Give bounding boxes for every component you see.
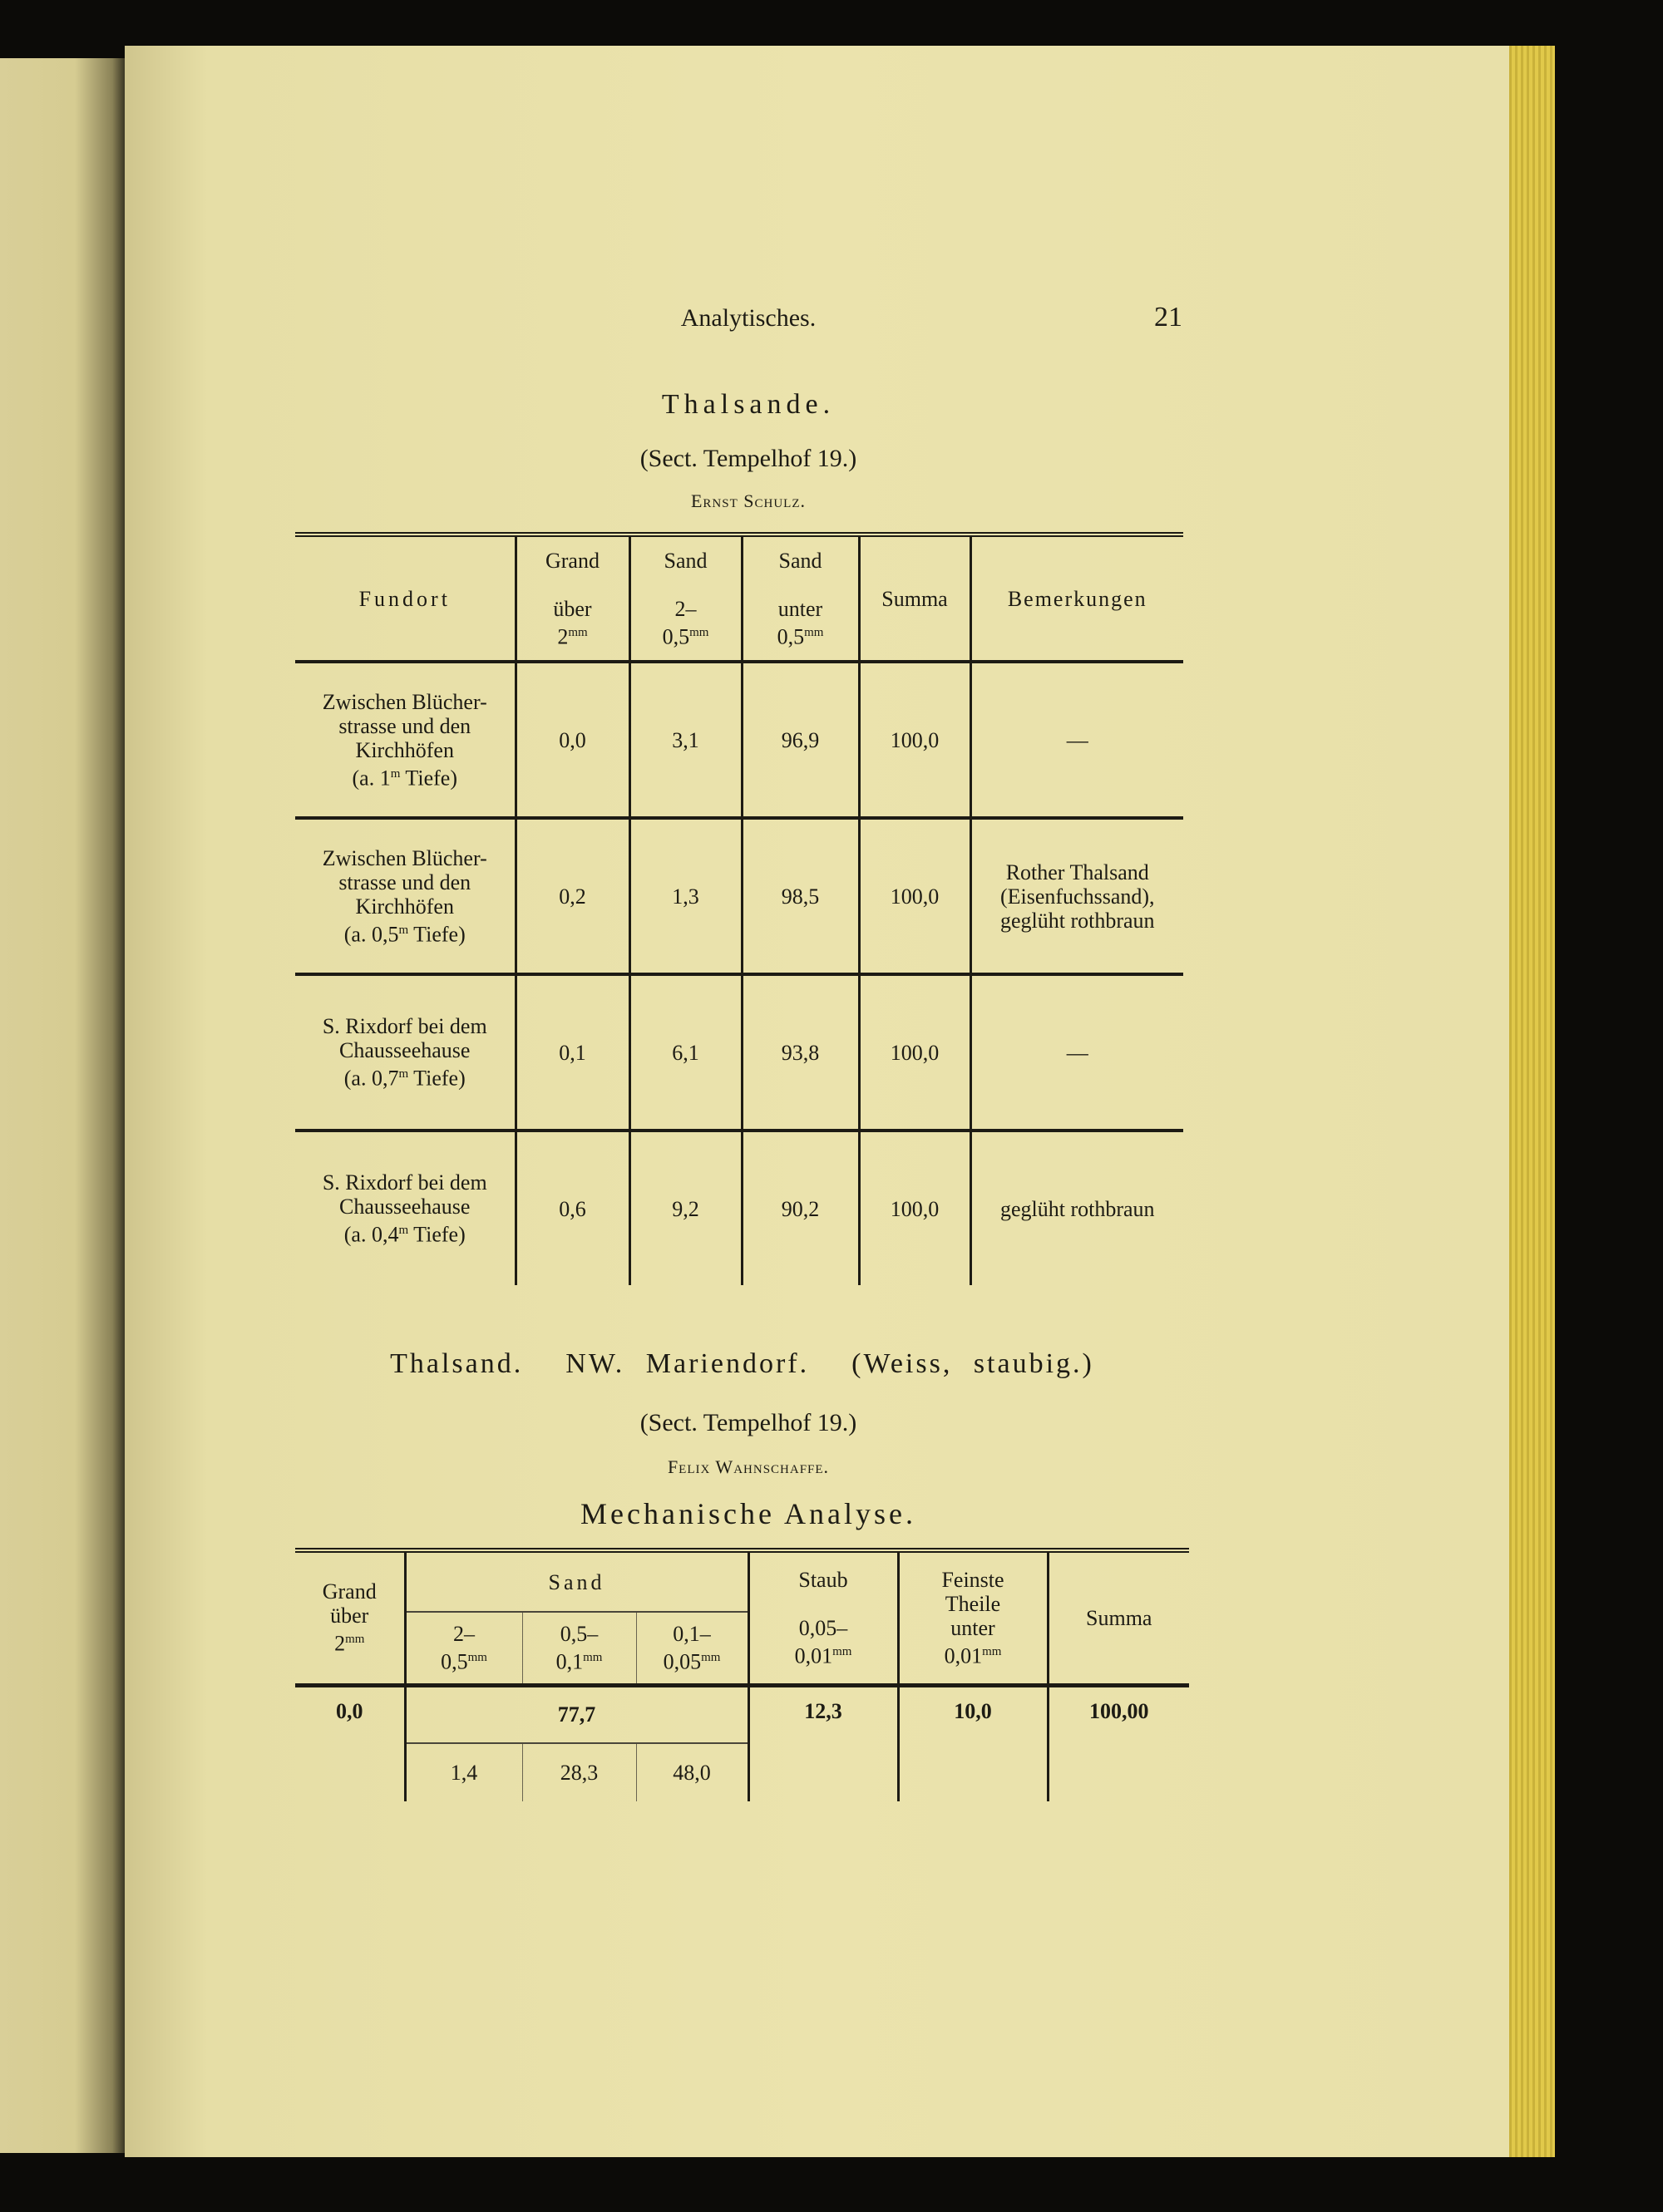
mechanische-analyse-table: Grand über 2mm Sand Staub 0,05– 0,01mm Feins… [295, 1548, 1189, 1801]
cell-bemerkungen: — [969, 973, 1183, 1131]
header-sand-01-005: 0,1– 0,05mm [635, 1612, 748, 1685]
cell-grand: 0,0 [514, 660, 629, 818]
table-row: Zwischen Blücher-strasse und den Kirchhöf… [295, 816, 1183, 974]
cell-bemerkungen: geglüht rothbraun [969, 1129, 1183, 1285]
left-page-edge [0, 58, 125, 2153]
header-fundort: Fundort [358, 586, 451, 611]
table-row: S. Rixdorf bei dem Chausseehause (a. 0,7m … [295, 973, 1183, 1131]
cell-grand: 0,2 [514, 816, 629, 974]
thalsande-table: Fundort Grand über 2mm Sand 2– 0,5mm Sand unt… [295, 532, 1183, 1285]
table-row: 0,0 77,7 12,3 10,0 100,00 [295, 1685, 1189, 1801]
table-row: 1,4 28,3 48,0 [295, 1743, 1189, 1801]
header-feinste-theile: Feinste Theile unter 0,01mm [896, 1550, 1048, 1685]
header-sand-05-01: 0,5– 0,1mm [521, 1612, 636, 1685]
value-staub: 12,3 [747, 1685, 898, 1801]
cell-fundort: Zwischen Blücher-strasse und den Kirchhöf… [295, 816, 516, 974]
cell-sand2: 93,8 [740, 973, 859, 1131]
section1-sect: (Sect. Tempelhof 19.) [639, 445, 857, 472]
section2-subtitle: Mechanische Analyse. [580, 1497, 916, 1530]
table-row: S. Rixdorf bei dem Chausseehause (a. 0,4m … [295, 1129, 1183, 1285]
value-sand-05-01: 28,3 [521, 1743, 636, 1801]
cell-fundort: Zwischen Blücher-strasse und den Kirchhöf… [295, 660, 516, 818]
cell-sand1: 6,1 [628, 973, 742, 1131]
page-stack-edge [1509, 46, 1555, 2157]
cell-sand2: 98,5 [740, 816, 859, 974]
header-sand-fine: Sand unter 0,5mm [740, 535, 859, 662]
cell-sand1: 9,2 [628, 1129, 742, 1285]
cell-sand2: 90,2 [740, 1129, 859, 1285]
cell-grand: 0,6 [514, 1129, 629, 1285]
value-sand-2-05: 1,4 [403, 1743, 522, 1801]
header-sand: Sand [403, 1550, 748, 1613]
cell-sand1: 3,1 [628, 660, 742, 818]
header-summa: Summa [1046, 1550, 1189, 1685]
section2-sect: (Sect. Tempelhof 19.) [639, 1409, 857, 1436]
cell-fundort: S. Rixdorf bei dem Chausseehause (a. 0,7m … [295, 973, 516, 1131]
page-number: 21 [1154, 302, 1182, 333]
value-feinste: 10,0 [896, 1685, 1048, 1801]
cell-summa: 100,0 [857, 660, 970, 818]
value-grand: 0,0 [336, 1698, 363, 1723]
value-sand-total: 77,7 [403, 1685, 748, 1744]
cell-bemerkungen: Rother Thalsand (Eisenfuchssand), geglüht … [969, 816, 1183, 974]
section2-author: Felix Wahnschaffe. [667, 1456, 830, 1477]
running-header-title: Analytisches. [680, 304, 817, 332]
value-sand-01-005: 48,0 [635, 1743, 748, 1801]
section2-title: Thalsand. NW. Mariendorf. (Weiss, staubi… [390, 1348, 1094, 1379]
cell-fundort: S. Rixdorf bei dem Chausseehause (a. 0,4m … [295, 1129, 516, 1285]
header-summa: Summa [857, 535, 970, 662]
section1-title: Thalsande. [661, 389, 836, 420]
cell-sand2: 96,9 [740, 660, 859, 818]
value-summa: 100,00 [1046, 1685, 1189, 1801]
table-row: Zwischen Blücher-strasse und den Kirchhöf… [295, 660, 1183, 818]
cell-summa: 100,0 [857, 973, 970, 1131]
cell-summa: 100,0 [857, 1129, 970, 1285]
header-sand-2-05: 2– 0,5mm [403, 1612, 522, 1685]
cell-grand: 0,1 [514, 973, 629, 1131]
header-sand-coarse: Sand 2– 0,5mm [628, 535, 742, 662]
header-staub: Staub 0,05– 0,01mm [747, 1550, 898, 1685]
cell-bemerkungen: — [969, 660, 1183, 818]
section1-author: Ernst Schulz. [690, 490, 806, 511]
cell-summa: 100,0 [857, 816, 970, 974]
header-bemerkungen: Bemerkungen [969, 535, 1183, 662]
table-header-row: Fundort Grand über 2mm Sand 2– 0,5mm Sand unt… [295, 535, 1183, 662]
cell-sand1: 1,3 [628, 816, 742, 974]
header-grand: Grand über 2mm [514, 535, 629, 662]
header-grand: Grand über 2mm [322, 1579, 377, 1657]
